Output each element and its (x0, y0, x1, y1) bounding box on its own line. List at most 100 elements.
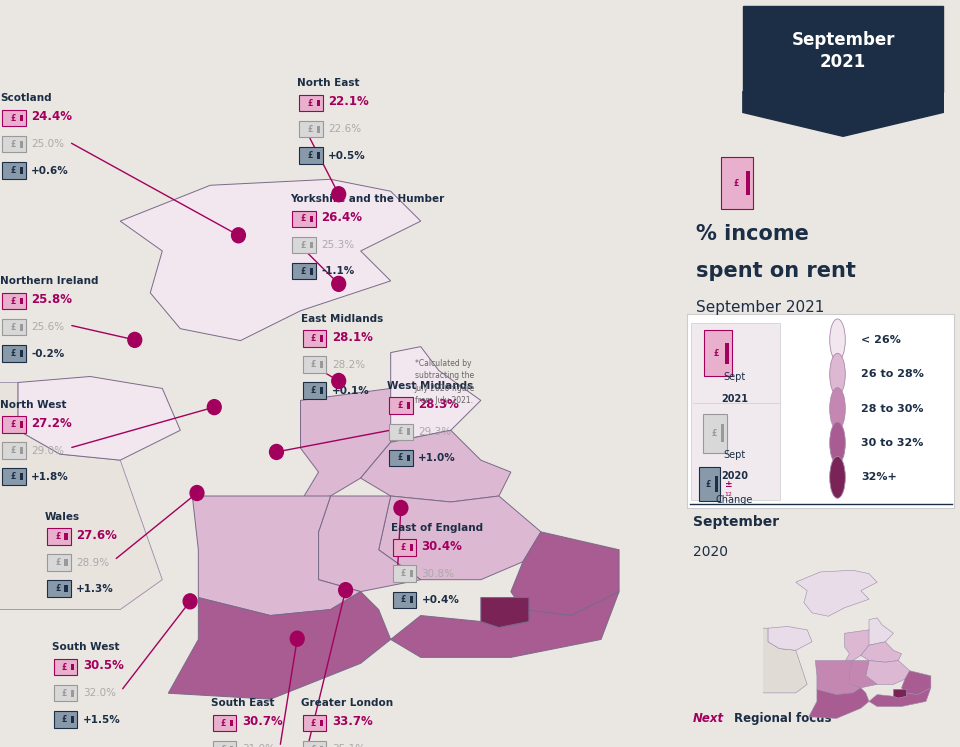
Text: 25.8%: 25.8% (31, 294, 72, 306)
Text: +1.3%: +1.3% (76, 584, 114, 594)
FancyBboxPatch shape (746, 170, 751, 196)
Polygon shape (168, 592, 391, 699)
Text: 30 to 32%: 30 to 32% (861, 438, 924, 448)
Text: £: £ (311, 360, 316, 369)
Text: £: £ (11, 166, 15, 175)
Text: +1.0%: +1.0% (419, 453, 456, 463)
Polygon shape (869, 688, 931, 707)
FancyBboxPatch shape (19, 114, 23, 121)
Text: Greater London: Greater London (300, 698, 393, 708)
FancyBboxPatch shape (704, 414, 727, 453)
FancyBboxPatch shape (300, 121, 323, 137)
Text: Regional focus: Regional focus (734, 712, 832, 725)
Text: £: £ (62, 689, 67, 698)
Circle shape (332, 276, 346, 291)
Circle shape (332, 187, 346, 202)
Text: Next: Next (693, 712, 724, 725)
FancyBboxPatch shape (19, 447, 23, 454)
Text: 27.2%: 27.2% (31, 417, 72, 430)
FancyBboxPatch shape (54, 711, 78, 728)
Text: 30.7%: 30.7% (242, 716, 282, 728)
FancyBboxPatch shape (47, 580, 70, 597)
Text: £: £ (11, 420, 15, 429)
Text: South West: South West (52, 642, 119, 652)
Text: 30.8%: 30.8% (421, 569, 455, 579)
Polygon shape (120, 179, 420, 341)
FancyBboxPatch shape (302, 741, 326, 747)
Text: -0.2%: -0.2% (31, 349, 64, 359)
FancyBboxPatch shape (2, 110, 26, 126)
Text: £: £ (706, 480, 711, 489)
FancyBboxPatch shape (310, 215, 313, 223)
Text: 26 to 28%: 26 to 28% (861, 369, 924, 379)
Polygon shape (845, 630, 869, 663)
FancyBboxPatch shape (302, 356, 326, 373)
Text: 22.1%: 22.1% (328, 96, 369, 108)
Text: £: £ (11, 446, 15, 455)
FancyBboxPatch shape (19, 140, 23, 147)
Text: £: £ (11, 114, 15, 123)
FancyBboxPatch shape (2, 136, 26, 152)
FancyBboxPatch shape (715, 477, 718, 492)
Circle shape (231, 228, 246, 243)
Polygon shape (361, 347, 481, 442)
Text: £: £ (55, 558, 60, 567)
FancyBboxPatch shape (393, 565, 416, 582)
Polygon shape (768, 627, 812, 651)
Polygon shape (731, 628, 807, 693)
Polygon shape (861, 642, 901, 663)
FancyBboxPatch shape (2, 293, 26, 309)
FancyBboxPatch shape (300, 147, 323, 164)
Text: 30.4%: 30.4% (421, 540, 463, 553)
Text: +1.8%: +1.8% (31, 472, 69, 482)
FancyBboxPatch shape (2, 162, 26, 179)
Text: £: £ (11, 140, 15, 149)
FancyBboxPatch shape (71, 716, 75, 723)
FancyBboxPatch shape (71, 664, 75, 671)
Text: £: £ (221, 719, 227, 728)
Text: 28.1%: 28.1% (332, 331, 372, 344)
Text: £: £ (397, 401, 402, 410)
Polygon shape (319, 496, 420, 592)
FancyBboxPatch shape (213, 741, 236, 747)
Text: £: £ (11, 349, 15, 358)
FancyBboxPatch shape (407, 454, 410, 461)
FancyBboxPatch shape (410, 571, 413, 577)
Text: 28 to 30%: 28 to 30% (861, 403, 924, 414)
Circle shape (829, 456, 846, 498)
FancyBboxPatch shape (64, 586, 67, 592)
FancyBboxPatch shape (19, 323, 23, 330)
FancyBboxPatch shape (410, 544, 413, 551)
Text: Wales: Wales (45, 512, 80, 521)
FancyBboxPatch shape (2, 416, 26, 433)
Text: £: £ (11, 472, 15, 481)
Text: 33.7%: 33.7% (332, 716, 372, 728)
Text: 22.6%: 22.6% (328, 125, 362, 134)
Text: £: £ (62, 663, 67, 672)
FancyBboxPatch shape (302, 330, 326, 347)
FancyBboxPatch shape (2, 319, 26, 335)
Text: £: £ (55, 584, 60, 593)
Text: £: £ (307, 99, 313, 108)
Text: £: £ (300, 214, 306, 223)
Text: Sept: Sept (724, 450, 746, 459)
FancyBboxPatch shape (691, 323, 780, 500)
Text: £: £ (311, 334, 316, 343)
Text: £: £ (397, 427, 402, 436)
FancyBboxPatch shape (64, 559, 67, 566)
Text: +0.6%: +0.6% (31, 166, 69, 176)
Text: £: £ (400, 543, 406, 552)
Text: £: £ (311, 719, 316, 728)
FancyBboxPatch shape (704, 330, 732, 376)
FancyBboxPatch shape (19, 350, 23, 356)
Polygon shape (796, 570, 877, 616)
Text: North West: North West (0, 400, 66, 409)
FancyBboxPatch shape (407, 429, 410, 435)
Text: £: £ (11, 297, 15, 306)
FancyBboxPatch shape (19, 167, 23, 173)
FancyBboxPatch shape (2, 345, 26, 362)
FancyBboxPatch shape (317, 152, 320, 159)
Polygon shape (743, 91, 944, 136)
Text: £: £ (55, 532, 60, 541)
Text: 28.2%: 28.2% (332, 360, 365, 370)
